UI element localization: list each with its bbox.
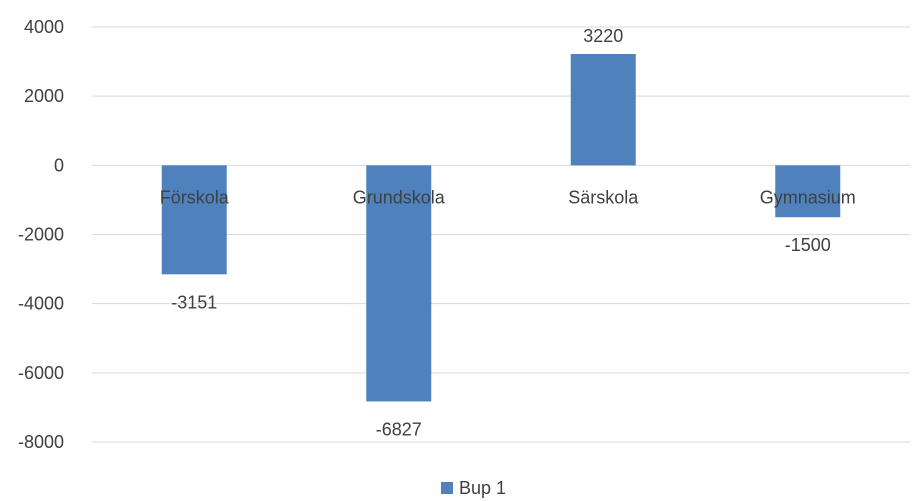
bar-särskola — [570, 53, 636, 166]
data-label: 3220 — [583, 26, 623, 46]
y-tick-label: -4000 — [18, 294, 64, 314]
y-tick-label: -2000 — [18, 225, 64, 245]
y-tick-label: 2000 — [24, 86, 64, 106]
data-labels: -3151 -6827 3220 -1500 — [171, 26, 831, 439]
category-labels: Förskola Grundskola Särskola Gymnasium — [160, 187, 856, 207]
y-tick-label: 4000 — [24, 17, 64, 37]
bar-gymnasium — [775, 165, 841, 218]
legend-label: Bup 1 — [459, 478, 506, 498]
bar-förskola — [161, 165, 227, 275]
bar-grundskola — [366, 165, 432, 402]
data-label: -6827 — [376, 419, 422, 439]
legend-swatch — [441, 482, 453, 494]
y-tick-label: -6000 — [18, 363, 64, 383]
category-label: Särskola — [568, 187, 639, 207]
bars — [161, 53, 841, 402]
category-label: Gymnasium — [760, 187, 856, 207]
y-axis-ticks: 4000 2000 0 -2000 -4000 -6000 -8000 — [18, 17, 64, 452]
category-label: Förskola — [160, 187, 230, 207]
gridlines — [92, 26, 910, 443]
y-tick-label: -8000 — [18, 432, 64, 452]
data-label: -3151 — [171, 292, 217, 312]
data-label: -1500 — [785, 235, 831, 255]
y-tick-label: 0 — [54, 155, 64, 175]
category-label: Grundskola — [353, 187, 446, 207]
legend: Bup 1 — [441, 478, 506, 498]
